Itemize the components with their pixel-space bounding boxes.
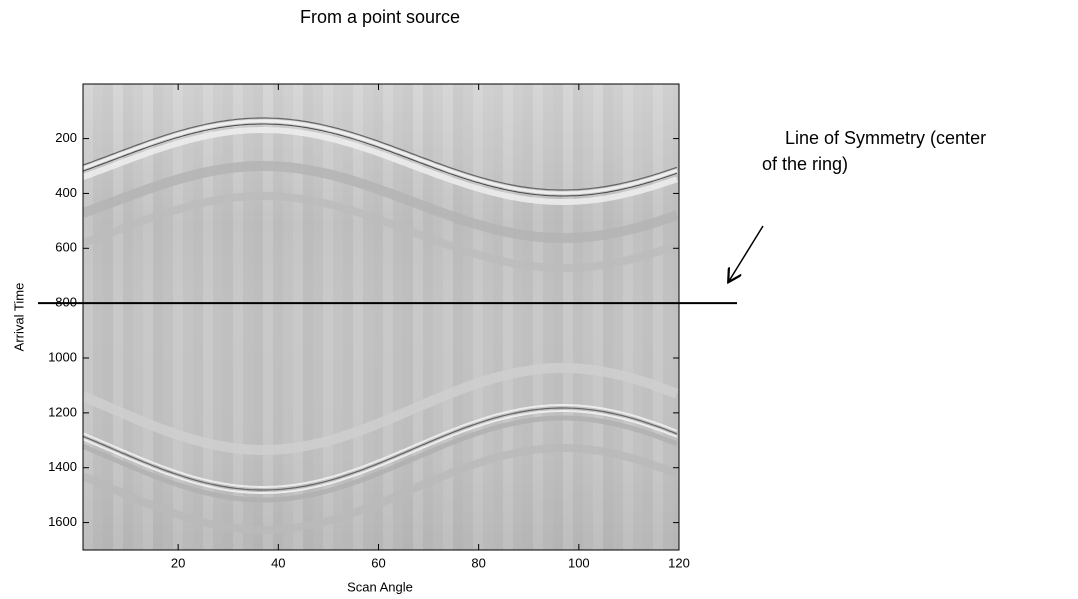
y-tick-label: 400 [55, 185, 77, 200]
image-stripe [533, 84, 543, 550]
image-stripe [493, 84, 503, 550]
y-tick-label: 200 [55, 130, 77, 145]
image-stripe [483, 84, 493, 550]
y-tick-label: 600 [55, 240, 77, 255]
image-stripe [523, 84, 533, 550]
image-stripe [403, 84, 413, 550]
image-stripe [223, 84, 233, 550]
y-tick-label: 1200 [48, 404, 77, 419]
image-stripe [633, 84, 643, 550]
image-stripe [653, 84, 663, 550]
image-curve [83, 363, 679, 455]
image-stripe [613, 84, 623, 550]
annotation-line: Line of Symmetry (center [785, 128, 986, 148]
image-curve [83, 444, 679, 534]
image-stripe [303, 84, 313, 550]
annotation-arrow [729, 225, 764, 281]
y-tick-label: 1600 [48, 514, 77, 529]
image-curve [83, 119, 678, 195]
image-stripe [443, 84, 453, 550]
x-tick-label: 80 [471, 555, 485, 570]
x-tick-label: 60 [371, 555, 385, 570]
image-stripe [293, 84, 303, 550]
x-tick-label: 100 [568, 555, 590, 570]
image-curve [83, 404, 678, 488]
x-tick-label: 120 [668, 555, 690, 570]
image-stripe [513, 84, 523, 550]
image-curve [83, 407, 678, 491]
image-stripe [263, 84, 273, 550]
image-stripe [343, 84, 353, 550]
axes: 20 40 60 80 100 120 200 400 600 800 1000 1200 1400 16… [48, 84, 690, 570]
image-curve [83, 161, 679, 243]
chart-title: From a point source [300, 7, 460, 27]
y-tick-label: 800 [55, 295, 77, 310]
image-stripe [413, 84, 423, 550]
image-stripe [643, 84, 653, 550]
image-stripe [283, 84, 293, 550]
image-stripe [573, 84, 583, 550]
image-stripe [153, 84, 163, 550]
image-stripe [103, 84, 113, 550]
image-curve [83, 415, 678, 503]
image-stripe [603, 84, 613, 550]
image-curve [83, 127, 678, 205]
image-stripe [173, 84, 183, 550]
image-curve [83, 123, 678, 197]
image-stripe [353, 84, 363, 550]
image-stripe [253, 84, 263, 550]
image-stripe [473, 84, 483, 550]
image-stripe [243, 84, 253, 550]
image-curve [83, 192, 679, 272]
image-curve [83, 410, 678, 494]
image-stripe [273, 84, 283, 550]
image-stripe [623, 84, 633, 550]
image-stripe [463, 84, 473, 550]
plot-frame [82, 83, 680, 551]
image-stripe [583, 84, 593, 550]
image-stripe [213, 84, 223, 550]
x-axis-label: Scan Angle [347, 579, 413, 594]
image-stripe [453, 84, 463, 550]
y-tick-label: 1400 [48, 459, 77, 474]
image-stripe [553, 84, 563, 550]
image-curve [83, 117, 678, 191]
image-stripe [663, 84, 673, 550]
image-stripe [503, 84, 513, 550]
y-tick-label: 1000 [48, 349, 77, 364]
image-stripe [543, 84, 553, 550]
image-stripe [233, 84, 243, 550]
image-stripe [563, 84, 573, 550]
annotation-line: of the ring) [762, 154, 848, 174]
image-stripe [203, 84, 213, 550]
image-stripe [593, 84, 603, 550]
x-tick-label: 20 [171, 555, 185, 570]
image-stripe [673, 84, 683, 550]
image-curves [83, 84, 683, 550]
x-tick-label: 40 [271, 555, 285, 570]
y-axis-label: Arrival Time [11, 283, 26, 352]
